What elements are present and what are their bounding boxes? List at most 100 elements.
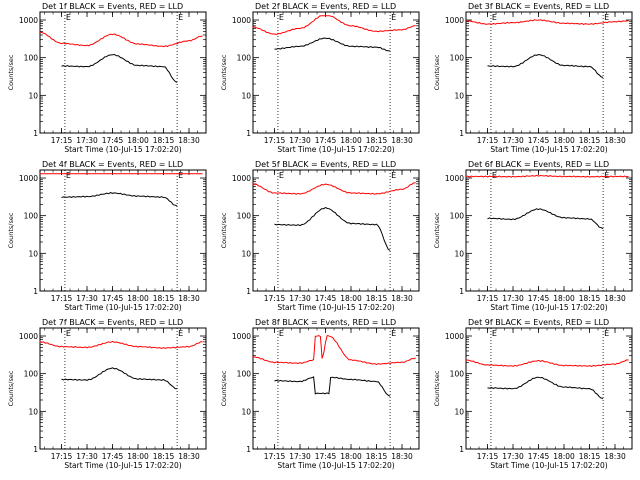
x-tick-label: 18:00	[127, 452, 149, 461]
x-tick-label: 18:30	[391, 294, 413, 303]
y-tick-label: 1000	[232, 16, 251, 25]
x-tick-label: 17:15	[51, 452, 73, 461]
x-tick-label: 18:15	[366, 136, 388, 145]
plot-title: Det 1f BLACK = Events, RED = LLD	[42, 2, 183, 11]
y-tick-label: 100	[24, 54, 39, 63]
y-tick-label: 100	[24, 370, 39, 379]
y-tick-label: 1	[459, 287, 464, 296]
plot-title: Det 2f BLACK = Events, RED = LLD	[255, 2, 396, 11]
event-marker-label: E	[604, 171, 609, 180]
events-series-line	[274, 37, 391, 52]
event-marker-label: E	[178, 329, 183, 338]
x-tick-label: 18:15	[579, 294, 601, 303]
detector-plot: Det 5f BLACK = Events, RED = LLD 1 10 100 10…	[220, 160, 420, 312]
events-series-line	[487, 53, 604, 78]
x-tick-label: 17:15	[477, 452, 499, 461]
x-tick-label: 18:15	[153, 136, 175, 145]
y-tick-label: 1	[246, 287, 251, 296]
y-tick-label: 1000	[232, 332, 251, 341]
x-tick-label: 18:00	[553, 136, 575, 145]
event-marker-label: E	[279, 13, 284, 22]
events-series-line	[487, 208, 604, 230]
x-tick-label: 17:45	[102, 452, 124, 461]
x-axis-label: Start Time (10-Jul-15 17:02:20)	[277, 145, 394, 154]
x-tick-label: 17:15	[51, 294, 73, 303]
event-marker-label: E	[391, 171, 396, 180]
x-tick-label: 17:30	[76, 452, 98, 461]
x-tick-label: 18:15	[366, 294, 388, 303]
y-axis-label: Counts/sec	[7, 212, 15, 248]
y-tick-label: 100	[450, 370, 465, 379]
x-tick-label: 18:00	[127, 136, 149, 145]
lld-series-line	[39, 31, 203, 48]
x-tick-label: 18:30	[178, 294, 200, 303]
y-tick-label: 100	[24, 212, 39, 221]
plot-title: Det 7f BLACK = Events, RED = LLD	[42, 318, 183, 327]
y-tick-label: 100	[450, 54, 465, 63]
x-tick-label: 18:00	[553, 294, 575, 303]
x-tick-label: 17:45	[102, 136, 124, 145]
event-marker-label: E	[66, 171, 71, 180]
x-tick-label: 18:15	[579, 136, 601, 145]
plot-title: Det 5f BLACK = Events, RED = LLD	[255, 160, 396, 169]
y-tick-label: 100	[450, 212, 465, 221]
y-tick-label: 10	[28, 407, 38, 416]
x-axis-label: Start Time (10-Jul-15 17:02:20)	[490, 461, 607, 470]
event-marker-label: E	[178, 13, 183, 22]
events-series-line	[61, 53, 178, 83]
x-tick-label: 18:15	[153, 452, 175, 461]
event-marker-label: E	[391, 329, 396, 338]
x-tick-label: 17:15	[51, 136, 73, 145]
plot-title: Det 4f BLACK = Events, RED = LLD	[42, 160, 183, 169]
y-tick-label: 1000	[445, 174, 464, 183]
x-axis-label: Start Time (10-Jul-15 17:02:20)	[64, 461, 181, 470]
y-tick-label: 1	[33, 129, 38, 138]
y-axis-label: Counts/sec	[7, 54, 15, 90]
detector-plot: Det 7f BLACK = Events, RED = LLD 1 10 100 10…	[7, 318, 207, 470]
event-marker-label: E	[279, 329, 284, 338]
x-tick-label: 18:00	[553, 452, 575, 461]
y-axis-label: Counts/sec	[7, 370, 15, 406]
detector-plot: Det 4f BLACK = Events, RED = LLD 1 10 100 10…	[7, 160, 207, 312]
x-tick-label: 17:45	[102, 294, 124, 303]
event-marker-label: E	[66, 329, 71, 338]
y-tick-label: 10	[241, 249, 251, 258]
y-tick-label: 10	[454, 249, 464, 258]
y-tick-label: 10	[241, 91, 251, 100]
event-marker-label: E	[279, 171, 284, 180]
events-series-line	[274, 376, 391, 397]
y-tick-label: 10	[28, 91, 38, 100]
x-tick-label: 17:30	[289, 294, 311, 303]
y-tick-label: 1000	[19, 174, 38, 183]
detector-plot: Det 6f BLACK = Events, RED = LLD 1 10 100 10…	[433, 160, 633, 312]
x-tick-label: 17:15	[477, 136, 499, 145]
y-axis-label: Counts/sec	[220, 212, 228, 248]
x-tick-label: 17:15	[264, 452, 286, 461]
event-marker-label: E	[492, 13, 497, 22]
detector-plot: Det 1f BLACK = Events, RED = LLD 1 10 100 10…	[7, 2, 207, 154]
x-axis-label: Start Time (10-Jul-15 17:02:20)	[277, 303, 394, 312]
x-tick-label: 18:00	[340, 452, 362, 461]
y-axis-label: Counts/sec	[220, 370, 228, 406]
y-tick-label: 10	[241, 407, 251, 416]
event-marker-label: E	[604, 329, 609, 338]
y-axis-label: Counts/sec	[220, 54, 228, 90]
y-tick-label: 1000	[19, 332, 38, 341]
y-tick-label: 1	[246, 445, 251, 454]
y-tick-label: 10	[454, 407, 464, 416]
events-series-line	[487, 376, 604, 399]
x-tick-label: 17:45	[528, 452, 550, 461]
plot-title: Det 3f BLACK = Events, RED = LLD	[468, 2, 609, 11]
x-tick-label: 17:30	[76, 136, 98, 145]
x-tick-label: 17:15	[264, 294, 286, 303]
y-tick-label: 1000	[232, 174, 251, 183]
plot-title: Det 6f BLACK = Events, RED = LLD	[468, 160, 609, 169]
x-tick-label: 17:15	[477, 294, 499, 303]
events-series-line	[61, 192, 178, 207]
detector-plot: Det 8f BLACK = Events, RED = LLD 1 10 100 10…	[220, 318, 420, 470]
x-tick-label: 18:30	[604, 452, 626, 461]
event-marker-label: E	[391, 13, 396, 22]
x-tick-label: 17:45	[528, 136, 550, 145]
lld-series-line	[252, 15, 416, 36]
